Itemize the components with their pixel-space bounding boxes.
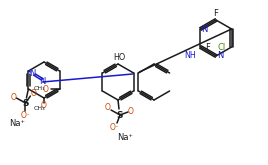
- Text: N: N: [29, 68, 36, 78]
- Text: Cl: Cl: [217, 43, 226, 51]
- Text: O⁻: O⁻: [20, 111, 30, 119]
- Text: O: O: [31, 89, 36, 99]
- Text: N: N: [39, 78, 46, 86]
- Text: F: F: [205, 43, 210, 51]
- Text: NH: NH: [184, 51, 196, 61]
- Text: S: S: [22, 99, 29, 108]
- Text: O: O: [43, 84, 49, 94]
- Text: CH₃: CH₃: [33, 106, 45, 112]
- Text: O: O: [10, 93, 16, 101]
- Text: O⁻: O⁻: [110, 122, 120, 132]
- Text: CH₃: CH₃: [34, 86, 45, 92]
- Text: N: N: [201, 24, 208, 33]
- Text: Na⁺: Na⁺: [9, 118, 25, 128]
- Text: S: S: [117, 111, 123, 119]
- Text: F: F: [214, 9, 218, 17]
- Text: Na⁺: Na⁺: [117, 132, 133, 142]
- Text: N: N: [217, 51, 223, 61]
- Text: O: O: [105, 103, 111, 113]
- Text: HO: HO: [113, 52, 125, 62]
- Text: O: O: [41, 101, 47, 111]
- Text: O: O: [128, 106, 134, 115]
